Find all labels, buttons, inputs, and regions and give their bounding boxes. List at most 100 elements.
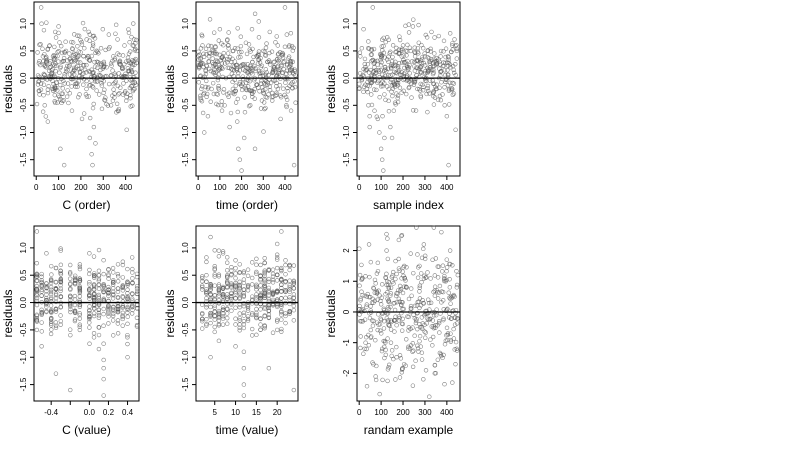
data-point xyxy=(233,287,238,292)
data-point xyxy=(128,67,134,73)
data-point xyxy=(245,316,251,322)
data-point xyxy=(96,332,102,338)
data-point xyxy=(392,100,398,105)
data-point xyxy=(394,344,399,350)
data-point xyxy=(34,286,39,292)
data-point xyxy=(130,276,135,281)
data-point xyxy=(270,290,276,296)
data-point xyxy=(200,283,205,288)
data-point xyxy=(96,286,102,292)
data-point xyxy=(357,303,362,309)
data-point xyxy=(245,314,251,319)
data-point xyxy=(101,311,106,317)
data-point xyxy=(406,344,411,350)
data-point xyxy=(115,294,121,300)
data-point xyxy=(412,45,417,50)
data-point xyxy=(372,58,378,64)
data-point xyxy=(41,71,46,77)
data-point xyxy=(276,57,282,62)
data-point xyxy=(443,60,448,66)
data-point xyxy=(77,294,82,299)
data-point xyxy=(204,94,209,99)
data-point xyxy=(120,262,126,268)
data-point xyxy=(409,306,414,311)
data-point xyxy=(393,377,398,382)
data-point xyxy=(212,263,217,269)
data-point xyxy=(212,293,217,298)
data-point xyxy=(225,321,230,326)
data-point xyxy=(127,49,133,54)
data-point xyxy=(241,293,247,298)
data-point xyxy=(132,37,137,42)
data-point xyxy=(125,321,130,327)
data-point xyxy=(361,89,366,95)
data-point xyxy=(106,308,111,313)
data-point xyxy=(447,315,452,320)
data-point xyxy=(96,296,101,301)
data-point xyxy=(120,316,125,322)
data-point xyxy=(220,249,226,254)
data-point xyxy=(204,321,209,327)
data-point xyxy=(253,66,258,71)
data-point xyxy=(48,287,54,292)
data-point xyxy=(206,59,211,64)
data-point xyxy=(208,304,213,310)
data-point xyxy=(125,314,130,319)
data-point xyxy=(229,282,234,288)
data-point xyxy=(382,81,387,86)
data-point xyxy=(237,325,242,330)
data-point xyxy=(363,82,368,87)
data-point xyxy=(287,297,292,303)
data-point xyxy=(370,318,375,323)
data-point xyxy=(53,325,59,331)
data-point xyxy=(106,293,111,299)
data-point xyxy=(132,86,137,92)
data-point xyxy=(401,57,406,63)
data-point xyxy=(274,90,279,96)
data-point xyxy=(96,292,101,298)
data-point xyxy=(200,275,205,281)
data-point xyxy=(111,304,116,310)
data-point xyxy=(260,70,265,76)
data-point xyxy=(281,60,286,65)
data-point xyxy=(399,233,405,238)
data-point xyxy=(90,41,96,46)
data-point xyxy=(447,31,453,36)
data-point xyxy=(125,55,131,60)
data-point xyxy=(106,32,112,37)
data-point xyxy=(120,288,126,293)
data-point xyxy=(203,71,209,77)
data-point xyxy=(134,289,140,294)
data-point xyxy=(273,40,278,45)
data-point xyxy=(201,54,207,59)
data-point xyxy=(72,275,78,281)
data-point xyxy=(442,72,448,78)
data-point xyxy=(237,285,242,290)
data-point xyxy=(427,91,432,96)
data-point xyxy=(245,318,251,323)
data-point xyxy=(403,363,408,368)
data-point xyxy=(452,294,457,299)
data-point xyxy=(106,290,111,296)
data-point xyxy=(388,124,393,130)
data-point xyxy=(199,98,205,104)
data-point xyxy=(67,327,73,332)
data-point xyxy=(110,265,116,271)
data-point xyxy=(450,86,455,92)
data-point xyxy=(399,54,404,59)
data-point xyxy=(373,374,378,379)
data-point xyxy=(261,91,267,96)
data-point xyxy=(130,291,135,296)
data-point xyxy=(134,324,140,329)
data-point xyxy=(441,316,446,321)
data-point xyxy=(48,291,54,297)
data-point xyxy=(437,93,443,99)
data-point xyxy=(200,110,206,116)
data-point xyxy=(281,86,286,91)
data-point xyxy=(206,50,212,56)
data-point xyxy=(44,251,49,256)
data-point xyxy=(229,273,234,278)
data-point xyxy=(67,271,73,276)
data-point xyxy=(42,72,47,78)
data-point xyxy=(414,318,419,323)
